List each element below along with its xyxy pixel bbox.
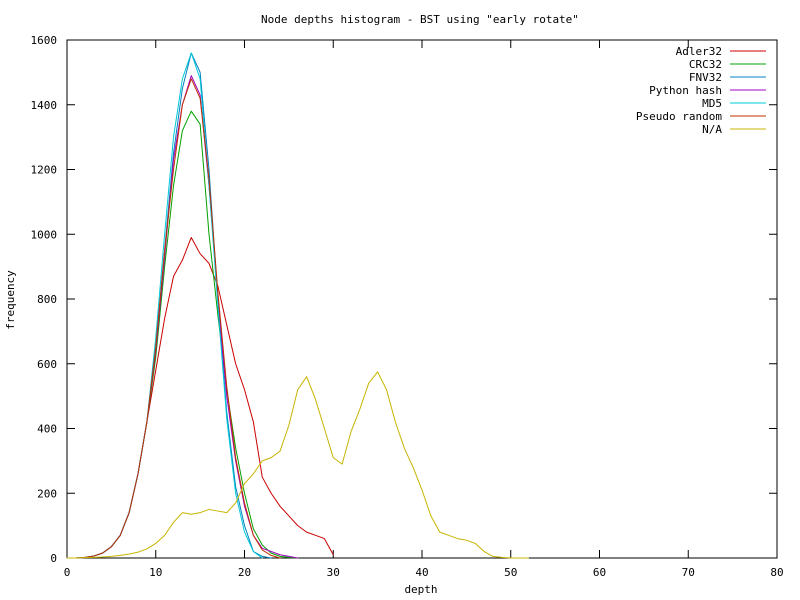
x-tick-label: 30 xyxy=(327,566,340,579)
x-axis-label: depth xyxy=(404,583,437,596)
y-tick-label: 1200 xyxy=(31,164,58,177)
y-tick-label: 1000 xyxy=(31,228,58,241)
chart-title: Node depths histogram - BST using "early… xyxy=(261,13,579,26)
x-tick-label: 40 xyxy=(415,566,428,579)
x-tick-label: 80 xyxy=(770,566,783,579)
y-tick-label: 600 xyxy=(37,358,57,371)
legend-label: Adler32 xyxy=(676,45,722,58)
x-tick-label: 60 xyxy=(593,566,606,579)
x-tick-label: 70 xyxy=(682,566,695,579)
series-line-n-a xyxy=(66,371,529,559)
x-tick-label: 0 xyxy=(64,566,71,579)
y-tick-label: 0 xyxy=(50,552,57,565)
y-tick-label: 200 xyxy=(37,487,57,500)
legend-label: MD5 xyxy=(702,97,722,110)
axis-ticks: 0 10 20 30 40 50 60 70 8002004006008001000120014… xyxy=(31,34,784,579)
y-tick-label: 1400 xyxy=(31,99,58,112)
x-tick-label: 50 xyxy=(504,566,517,579)
legend-label: FNV32 xyxy=(689,71,722,84)
y-tick-label: 1600 xyxy=(31,34,58,47)
legend-label: Pseudo random xyxy=(636,110,722,123)
x-tick-label: 10 xyxy=(149,566,162,579)
legend-label: Python hash xyxy=(649,84,722,97)
y-tick-label: 800 xyxy=(37,293,57,306)
series-line-pseudo-random xyxy=(66,78,281,559)
legend-label: N/A xyxy=(702,123,722,136)
y-tick-label: 400 xyxy=(37,423,57,436)
y-axis-label: frequency xyxy=(4,270,17,330)
x-tick-label: 20 xyxy=(238,566,251,579)
series-lines xyxy=(66,52,529,559)
legend-label: CRC32 xyxy=(689,58,722,71)
